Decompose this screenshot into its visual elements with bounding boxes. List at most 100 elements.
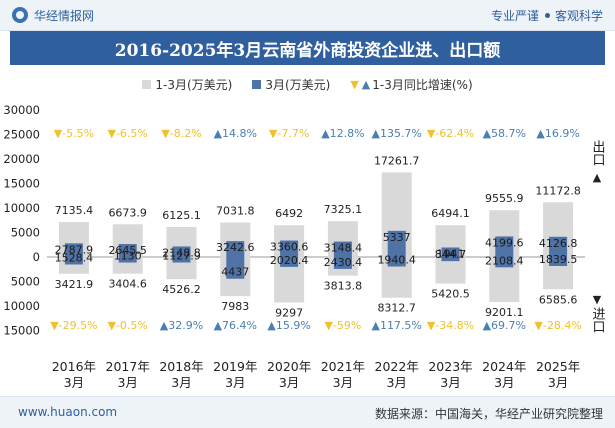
growth-export-label: ▼-5.5% <box>54 127 94 140</box>
label-cumulative-export: 6673.9 <box>108 206 147 219</box>
x-tick-label-year: 2025年 <box>536 359 580 374</box>
legend-label-monthly: 3月(万美元) <box>265 77 331 92</box>
label-cumulative-export: 6492 <box>275 207 303 220</box>
bar-monthly-import <box>333 257 352 269</box>
title-bar: 2016-2025年3月云南省外商投资企业进、出口额 <box>10 31 605 65</box>
growth-export-label: ▼-8.2% <box>161 127 201 140</box>
bar-monthly-export <box>495 236 514 257</box>
growth-export-label: ▲14.8% <box>214 127 257 140</box>
x-tick-label-month: 3月 <box>386 375 406 390</box>
bar-monthly-export <box>387 230 406 257</box>
growth-export-label: ▼-7.7% <box>269 127 309 140</box>
y-tick-label: 30000 <box>3 103 40 117</box>
label-monthly-export: 4199.6 <box>485 236 524 249</box>
label-monthly-import: 844.7 <box>435 248 467 261</box>
bar-cumulative-import <box>166 257 197 280</box>
growth-export-label: ▲135.7% <box>371 127 421 140</box>
label-cumulative-export: 6494.1 <box>431 207 470 220</box>
footer: www.huaon.com 数据来源：中国海关，华经产业研究院整理 <box>0 396 615 428</box>
label-monthly-export: 1941 <box>437 247 465 260</box>
x-tick-label-month: 3月 <box>494 375 514 390</box>
growth-import-label: ▼-0.5% <box>108 319 148 332</box>
growth-import-label: ▼-34.8% <box>427 319 474 332</box>
legend-swatch-blue-icon <box>252 79 262 89</box>
chart-title: 2016-2025年3月云南省外商投资企业进、出口额 <box>114 40 501 61</box>
y-tick-label: 10000 <box>3 201 40 215</box>
label-monthly-export: 4126.8 <box>539 237 578 250</box>
label-monthly-import: 4437 <box>221 266 249 279</box>
growth-import-label: ▼-29.5% <box>50 319 97 332</box>
label-cumulative-import: 9201.1 <box>485 306 524 319</box>
x-tick-label-month: 3月 <box>333 375 353 390</box>
label-monthly-import: 1940.4 <box>377 254 416 267</box>
label-cumulative-import: 4526.2 <box>162 283 201 296</box>
x-tick-label-year: 2021年 <box>321 359 365 374</box>
label-monthly-export: 3242.6 <box>216 241 255 254</box>
top-bar: 华经情报网 专业严谨 客观科学 <box>0 0 615 31</box>
label-cumulative-import: 3421.9 <box>55 278 94 291</box>
x-tick-label-month: 3月 <box>440 375 460 390</box>
growth-export-label: ▼-62.4% <box>427 127 474 140</box>
label-monthly-export: 2645.5 <box>108 244 147 257</box>
label-monthly-export: 3360.6 <box>270 241 309 254</box>
growth-import-label: ▲15.9% <box>267 319 310 332</box>
y-tick-label: 20000 <box>3 152 40 166</box>
growth-import-label: ▼-59% <box>324 319 361 332</box>
bar-monthly-export <box>441 247 460 257</box>
x-tick-label-year: 2020年 <box>267 359 311 374</box>
slogan-left: 专业严谨 <box>490 9 539 23</box>
slogan: 专业严谨 客观科学 <box>491 7 603 24</box>
label-monthly-export: 5337 <box>383 231 411 244</box>
label-cumulative-import: 7983 <box>221 300 249 313</box>
growth-import-label: ▲76.4% <box>214 319 257 332</box>
label-monthly-export: 2787.9 <box>55 243 94 256</box>
growth-export-label: ▲16.9% <box>536 127 579 140</box>
label-cumulative-export: 17261.7 <box>374 154 420 167</box>
bar-monthly-export <box>172 246 191 257</box>
bar-monthly-import <box>549 257 568 267</box>
brand: 华经情报网 <box>12 6 94 24</box>
label-cumulative-export: 7325.1 <box>324 203 363 216</box>
y-tick-label: 15000 <box>3 324 40 338</box>
label-monthly-import: 2430.4 <box>324 256 363 269</box>
bar-monthly-import <box>118 257 137 263</box>
growth-import-label: ▲32.9% <box>160 319 203 332</box>
x-tick-label-year: 2019年 <box>213 359 257 374</box>
x-tick-label-year: 2018年 <box>159 359 203 374</box>
growth-export-label: ▲58.7% <box>483 127 526 140</box>
label-cumulative-import: 9297 <box>275 307 303 320</box>
y-tick-label: 5000 <box>11 226 40 240</box>
bar-monthly-export <box>549 236 568 257</box>
label-monthly-export: 2148.8 <box>162 246 201 259</box>
bar-monthly-import <box>280 257 299 267</box>
growth-export-label: ▼-6.5% <box>108 127 148 140</box>
legend-label-growth: 1-3月同比增速(%) <box>372 77 473 92</box>
bar-monthly-import <box>226 257 245 279</box>
growth-import-label: ▲69.7% <box>483 319 526 332</box>
bar-monthly-export <box>226 241 245 257</box>
label-cumulative-import: 5420.5 <box>431 288 470 301</box>
x-tick-label-year: 2024年 <box>482 359 526 374</box>
bar-monthly-export <box>118 244 137 257</box>
right-axis-export-label: 出口 ▲ <box>589 140 605 185</box>
growth-import-label: ▲117.5% <box>371 319 421 332</box>
x-tick-label-year: 2017年 <box>106 359 150 374</box>
x-tick-label-year: 2022年 <box>375 359 419 374</box>
label-cumulative-export: 11172.8 <box>535 184 581 197</box>
legend-item-monthly: 3月(万美元) <box>252 76 330 93</box>
bar-monthly-import <box>64 257 83 265</box>
legend-item-growth: ▼ ▲ 1-3月同比增速(%) <box>350 76 472 93</box>
y-tick-label: 25000 <box>3 128 40 142</box>
growth-import-label: ▼-28.4% <box>534 319 581 332</box>
y-tick-label: 0 <box>33 250 40 264</box>
bullet-dot-icon <box>544 13 550 18</box>
legend-swatch-gray-icon <box>142 79 152 89</box>
legend-item-cumulative: 1-3月(万美元) <box>142 76 232 93</box>
triangle-down-icon: ▼ <box>350 77 359 91</box>
label-monthly-import: 1528.4 <box>55 251 94 264</box>
slogan-right: 客观科学 <box>554 9 603 23</box>
chart-plot: 30000 25000 20000 15000 10000 5000 0 5000 10000 1… <box>3 103 585 390</box>
footer-source: 数据来源：中国海关，华经产业研究院整理 <box>374 407 603 421</box>
legend-label-cumulative: 1-3月(万美元) <box>155 77 233 92</box>
label-monthly-import: 2020.4 <box>270 254 309 267</box>
